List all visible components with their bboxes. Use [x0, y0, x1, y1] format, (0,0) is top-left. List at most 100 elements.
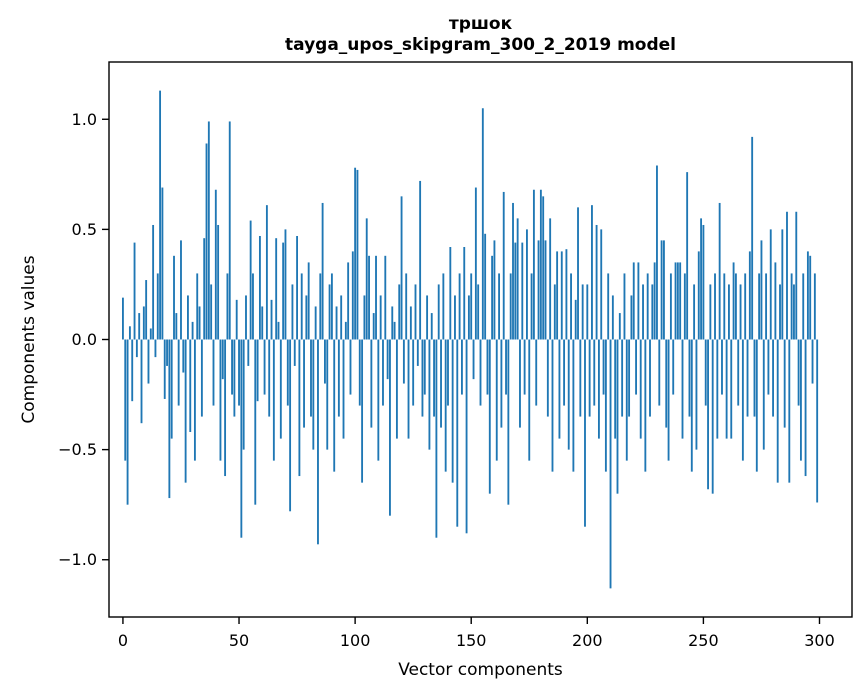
x-axis-label: Vector components [398, 660, 563, 680]
bar [303, 339, 305, 428]
bar [198, 306, 201, 340]
bar [737, 339, 740, 406]
bar [683, 273, 686, 340]
bar [435, 339, 438, 538]
bar [135, 339, 138, 358]
bar [203, 238, 206, 340]
bar [356, 169, 359, 340]
bar [389, 339, 391, 516]
bar [354, 167, 357, 340]
bar [324, 339, 326, 384]
bar [526, 229, 528, 340]
bar [660, 240, 663, 340]
bar [249, 220, 252, 340]
bar [428, 339, 431, 450]
bar [467, 295, 470, 340]
bar [293, 339, 296, 366]
bar [386, 339, 389, 380]
bar [221, 339, 224, 380]
bar [646, 273, 649, 340]
bar [433, 339, 435, 417]
bar [732, 262, 735, 340]
bar [444, 339, 447, 472]
bar [614, 339, 617, 439]
bar [423, 339, 426, 395]
bar [347, 262, 350, 340]
x-axis-ticks: 0 50 100 150 200 250 300 [118, 617, 835, 650]
bar [772, 339, 774, 417]
bar [755, 339, 758, 472]
bar [382, 339, 384, 406]
bar [669, 273, 672, 340]
bar [184, 339, 187, 483]
bar [368, 255, 370, 340]
bar [159, 90, 162, 340]
bar [788, 339, 791, 483]
bar [261, 306, 264, 340]
bar [173, 255, 175, 340]
bar [707, 339, 709, 490]
bar [625, 339, 628, 461]
bar [300, 273, 303, 340]
bar [702, 224, 705, 340]
bar [628, 339, 631, 417]
bar [539, 189, 542, 340]
bar [607, 273, 610, 340]
bar [402, 339, 405, 384]
bar [340, 295, 343, 340]
bar [205, 143, 208, 340]
bar [247, 339, 250, 366]
bar [704, 339, 707, 406]
bar [686, 172, 689, 340]
bar [746, 339, 749, 417]
bar [532, 189, 535, 340]
bar [219, 339, 222, 461]
bar [495, 339, 498, 461]
bar [502, 191, 505, 340]
bar [653, 262, 656, 340]
bar [395, 339, 398, 439]
bar [200, 339, 203, 417]
bar [544, 240, 547, 340]
bar [588, 339, 591, 417]
bar [760, 240, 763, 340]
bar [741, 339, 744, 461]
bar [586, 284, 589, 340]
bar [637, 262, 640, 340]
bar [651, 284, 654, 340]
bar [505, 339, 507, 395]
bar [509, 273, 512, 340]
bar [472, 339, 475, 380]
bar [161, 187, 164, 340]
bar [486, 339, 489, 395]
bar [298, 339, 301, 477]
bar [553, 284, 556, 340]
bar [391, 306, 394, 340]
bars [122, 90, 819, 589]
bar [217, 224, 220, 340]
bar [697, 251, 700, 340]
bar [593, 339, 596, 406]
bar [642, 284, 644, 340]
bar [279, 339, 282, 439]
bar [665, 339, 668, 428]
bar [667, 339, 670, 461]
bar [753, 339, 756, 417]
bar [412, 339, 415, 406]
bar [611, 295, 614, 340]
bar [191, 321, 194, 340]
bar [790, 273, 793, 340]
bar [214, 189, 217, 340]
bar [781, 229, 784, 340]
bar [277, 321, 280, 340]
y-tick-label: 0.0 [72, 330, 97, 349]
bar [595, 224, 598, 340]
bar [535, 339, 538, 406]
bar [676, 262, 679, 340]
bar [400, 196, 403, 340]
bar [147, 339, 150, 384]
bar [519, 339, 521, 428]
bar [312, 339, 315, 450]
bar [305, 295, 308, 340]
bar [521, 242, 524, 340]
